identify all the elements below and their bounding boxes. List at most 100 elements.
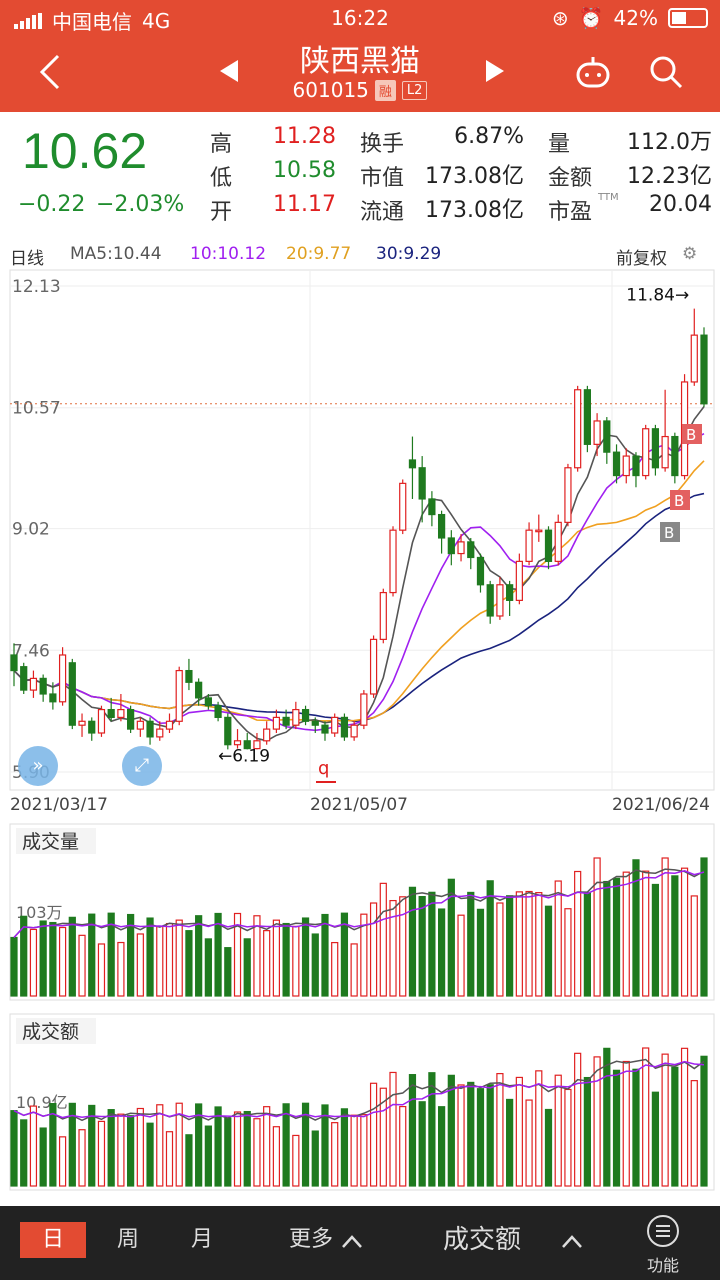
candle [476, 556, 485, 586]
tab-day[interactable]: 日 [20, 1222, 86, 1258]
period-label[interactable]: 日线 [10, 249, 44, 269]
main-chart-frame [9, 269, 715, 791]
candle [457, 541, 465, 555]
volume-panel-bar [340, 912, 349, 997]
amount-label: 金额 [548, 166, 593, 191]
marker-b: B [674, 492, 684, 510]
fullscreen-icon[interactable]: ⤢ [122, 746, 162, 786]
volume-value: 112.0万 [627, 130, 712, 155]
carrier: 中国电信 [52, 10, 132, 34]
volume-panel-bar [165, 922, 174, 997]
candle [593, 420, 601, 445]
amount-panel-bar [117, 1113, 125, 1187]
volume-panel-ma-line [13, 869, 705, 939]
amount-panel-bar [107, 1109, 115, 1187]
candle [282, 716, 290, 726]
bottom-bar: 日 周 月 更多 成交额 功能 [0, 1206, 720, 1280]
volume-panel-bar [554, 880, 562, 997]
indicator-selector[interactable]: 成交额 [442, 1225, 521, 1255]
amount-panel-bar [97, 1120, 106, 1187]
x-axis-label: 2021/03/17 [10, 795, 108, 815]
volume-panel-frame [9, 823, 715, 1001]
candle [331, 716, 339, 734]
volume-panel-bar [603, 880, 611, 997]
tab-more[interactable]: 更多 [288, 1227, 333, 1252]
alarm-icon: ⏰ [578, 6, 604, 30]
amount-panel-bar [195, 1103, 203, 1187]
candle [671, 435, 679, 477]
robot-icon[interactable] [574, 54, 612, 90]
price-change: −0.22 [18, 192, 86, 217]
volume-panel-bar [263, 930, 271, 997]
volume-panel-bar [49, 921, 57, 997]
amount-panel-bar [165, 1131, 174, 1187]
settings-gear-icon[interactable]: ⚙ [682, 244, 698, 264]
volume-panel-bar [20, 915, 28, 997]
candle [204, 697, 212, 707]
amount-panel-bar [661, 1053, 669, 1187]
indicator-chevron-up-icon[interactable] [560, 1232, 584, 1250]
tab-week[interactable]: 周 [116, 1227, 139, 1252]
amount-panel-bar [175, 1102, 183, 1187]
volume-panel-bar [127, 913, 135, 997]
volume-label: 量 [548, 132, 571, 157]
back-icon[interactable] [34, 52, 64, 92]
volume-panel-bar [97, 943, 106, 997]
amount-panel-bar [185, 1134, 193, 1187]
amount-panel-bar [88, 1104, 96, 1187]
volume-panel-bar [437, 908, 446, 997]
volume-panel-bar [369, 902, 378, 997]
candle [583, 389, 591, 445]
candle [486, 584, 494, 617]
amount-panel-bar [204, 1125, 212, 1187]
candle [447, 537, 455, 555]
amount-panel-bar [253, 1118, 261, 1187]
signal-icon [14, 12, 42, 29]
y-tick-label: 10.57 [12, 399, 61, 419]
prev-stock-icon[interactable] [218, 58, 242, 84]
open-label: 开 [210, 200, 233, 225]
volume-panel-bar [88, 913, 96, 997]
candle [554, 521, 562, 562]
amount-panel-bar [156, 1104, 164, 1187]
candle [535, 529, 543, 533]
amount-panel-bar [301, 1102, 310, 1187]
search-icon[interactable] [648, 54, 684, 90]
amount-panel-bar [593, 1056, 601, 1187]
volume-panel-bar [58, 926, 67, 997]
volume-panel-bar [292, 925, 300, 997]
candle [88, 720, 96, 734]
candle [233, 740, 242, 746]
candle [156, 728, 164, 738]
candle [525, 529, 533, 562]
pe-value: 20.04 [649, 192, 712, 217]
candle [574, 389, 582, 469]
candle [10, 654, 18, 672]
amount-panel-bar [10, 1110, 18, 1187]
volume-panel-bar [29, 928, 38, 997]
amount-panel-bar [311, 1130, 319, 1187]
open-value: 11.17 [273, 192, 336, 217]
amount-panel-bar [399, 1105, 407, 1187]
more-chevron-up-icon[interactable] [340, 1232, 364, 1250]
expand-left-icon[interactable]: » [18, 746, 58, 786]
amount-panel-bar [437, 1106, 446, 1187]
x-axis-label: 2021/06/24 [612, 795, 710, 815]
mktcap-value: 173.08亿 [425, 164, 524, 189]
menu-circle-icon[interactable] [646, 1214, 680, 1248]
adjust-mode[interactable]: 前复权 [616, 249, 667, 269]
next-stock-icon[interactable] [482, 58, 506, 84]
amount-panel-bar [642, 1047, 650, 1187]
amount-panel-bar [574, 1052, 582, 1187]
volume-panel-bar [496, 902, 504, 997]
tab-month[interactable]: 月 [190, 1227, 213, 1252]
func-label[interactable]: 功能 [646, 1256, 679, 1275]
lock-rotation-icon: ⊛ [551, 6, 569, 30]
mktcap-label: 市值 [360, 166, 405, 191]
max-price-label: 11.84→ [626, 286, 689, 306]
candle [467, 541, 475, 559]
volume-panel-bar [428, 891, 436, 997]
header: 陕西黑猫 601015 融 L2 [0, 36, 720, 112]
amount-panel-ma-line [13, 1058, 705, 1122]
volume-panel-bar [68, 916, 76, 997]
